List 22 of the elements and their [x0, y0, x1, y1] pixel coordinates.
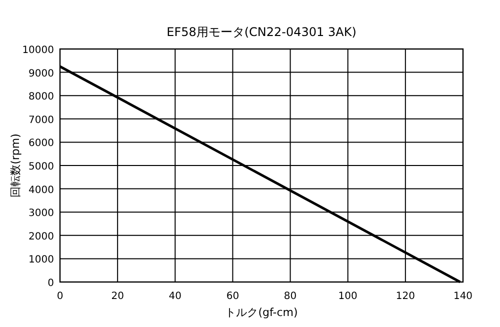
x-axis-title: トルク(gf-cm) [225, 306, 298, 319]
y-tick-label: 2000 [28, 231, 54, 242]
y-tick-label: 6000 [28, 138, 54, 150]
x-tick-label: 60 [226, 291, 240, 302]
y-tick-label: 9000 [28, 68, 54, 80]
x-tick-label: 80 [284, 291, 297, 302]
chart-title: EF58用モータ(CN22-04301 3AK) [166, 25, 356, 39]
x-tick-label: 120 [396, 291, 415, 302]
x-tick-label: 40 [168, 291, 182, 302]
y-tick-label: 10000 [22, 45, 54, 56]
y-tick-label: 3000 [28, 208, 54, 220]
y-tick-label: 0 [48, 278, 54, 289]
y-tick-label: 4000 [28, 184, 54, 196]
y-tick-label: 5000 [28, 162, 54, 172]
y-tick-label: 8000 [28, 92, 54, 103]
x-tick-label: 140 [453, 291, 473, 302]
y-axis-title: 回転数(rpm) [9, 134, 22, 198]
x-tick-label: 100 [338, 291, 358, 302]
x-tick-label: 0 [56, 291, 64, 302]
y-tick-label: 1000 [28, 254, 54, 266]
x-tick-label: 20 [111, 291, 124, 302]
y-tick-label: 7000 [28, 114, 54, 126]
